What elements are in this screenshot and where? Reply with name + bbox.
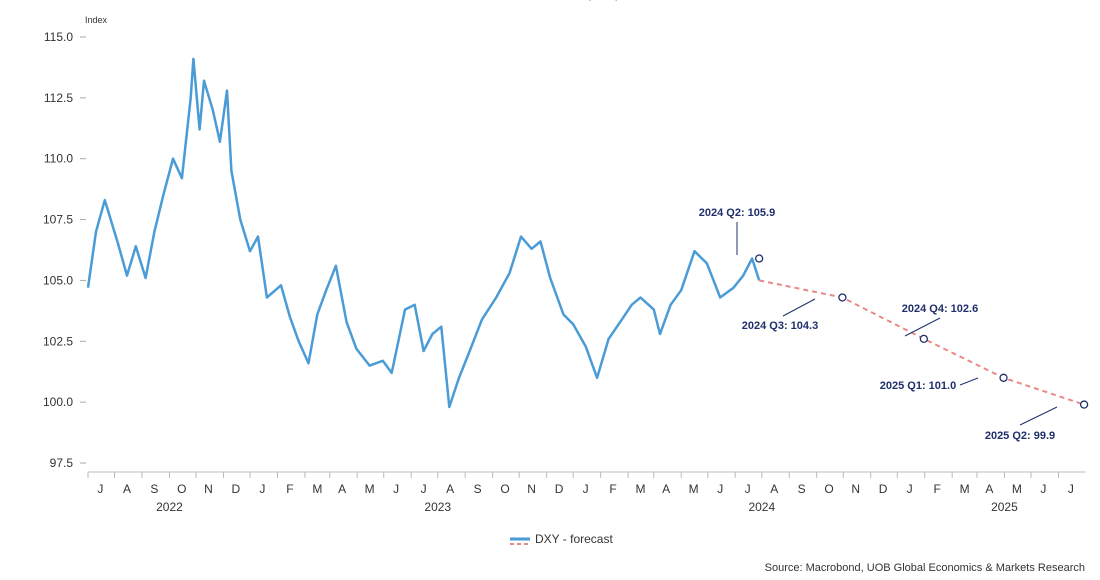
- x-month-label: A: [446, 482, 454, 496]
- x-month-label: S: [798, 482, 806, 496]
- y-tick-label: 110.0: [44, 152, 73, 166]
- y-tick-label: 100.0: [43, 395, 73, 409]
- y-tick-label: 115.0: [44, 30, 73, 44]
- y-axis: 115.0 112.5 110.0 107.5 105.0 102.5 100.0 97.5: [43, 30, 86, 470]
- x-month-label: M: [960, 482, 970, 496]
- x-axis: J A S O N D J F M A M J J A S O N D J F M A M J J A S O N D J F M A M J J 202…: [87, 471, 1085, 514]
- x-month-label: O: [177, 482, 186, 496]
- x-month-label: M: [365, 482, 375, 496]
- x-month-label: J: [907, 482, 913, 496]
- x-month-label: O: [824, 482, 833, 496]
- x-month-label: J: [1040, 482, 1046, 496]
- x-month-label: A: [662, 482, 670, 496]
- y-tick-label: 97.5: [50, 456, 74, 470]
- x-month-label: J: [717, 482, 723, 496]
- x-month-label: N: [851, 482, 860, 496]
- annotations-group: 2024 Q2: 105.9 2024 Q3: 104.3 2024 Q4: 102…: [699, 207, 1089, 442]
- x-month-label: N: [527, 482, 536, 496]
- x-month-label: M: [312, 482, 322, 496]
- x-month-label: F: [286, 482, 293, 496]
- x-month-label: J: [421, 482, 427, 496]
- x-month-label: M: [1012, 482, 1022, 496]
- annotation-marker: [755, 254, 764, 263]
- annotation-marker: [999, 373, 1008, 382]
- x-month-label: A: [985, 482, 993, 496]
- x-month-label: S: [150, 482, 158, 496]
- x-month-label: F: [609, 482, 616, 496]
- forecast-line: [758, 279, 1085, 406]
- x-month-label: D: [879, 482, 888, 496]
- annotation-label: 2025 Q2: 99.9: [985, 430, 1055, 442]
- annotation-label: 2024 Q2: 105.9: [699, 207, 775, 219]
- x-year-label: 2025: [991, 500, 1018, 514]
- annotation-marker: [919, 334, 929, 344]
- annotation-label: 2025 Q1: 101.0: [880, 380, 956, 392]
- x-month-label: J: [259, 482, 265, 496]
- x-month-label: A: [123, 482, 131, 496]
- x-month-label: D: [555, 482, 564, 496]
- annotation-leader: [1019, 406, 1058, 426]
- x-month-label: O: [500, 482, 509, 496]
- x-month-label: J: [745, 482, 751, 496]
- x-month-label: J: [1068, 482, 1074, 496]
- x-month-label: F: [933, 482, 940, 496]
- dxy-line: [86, 57, 761, 409]
- x-year-label: 2024: [748, 500, 775, 514]
- y-tick-label: 102.5: [43, 334, 73, 348]
- annotation-marker: [838, 293, 847, 302]
- annotation-label: 2024 Q4: 102.6: [902, 303, 978, 315]
- annotation-leader: [959, 377, 979, 386]
- annotation-leader: [904, 317, 941, 337]
- annotation-marker: [1079, 400, 1089, 409]
- legend-label: DXY - forecast: [535, 532, 613, 546]
- source-note: Source: Macrobond, UOB Global Economics …: [765, 562, 1085, 574]
- x-month-label: A: [770, 482, 778, 496]
- x-month-label: J: [97, 482, 103, 496]
- x-year-label: 2022: [156, 500, 183, 514]
- x-year-label: 2023: [424, 500, 451, 514]
- x-month-label: S: [474, 482, 482, 496]
- x-month-label: M: [689, 482, 699, 496]
- legend: DXY - forecast: [510, 532, 613, 546]
- y-tick-label: 105.0: [43, 273, 73, 287]
- x-month-label: D: [232, 482, 241, 496]
- x-month-label: M: [636, 482, 646, 496]
- x-month-label: J: [583, 482, 589, 496]
- annotation-label: 2024 Q3: 104.3: [742, 320, 818, 332]
- x-month-label: N: [204, 482, 213, 496]
- series-group: [86, 57, 1085, 409]
- x-month-label: A: [338, 482, 346, 496]
- annotation-leader: [782, 298, 816, 317]
- y-tick-label: 112.5: [44, 91, 73, 105]
- y-axis-label: Index: [85, 15, 108, 25]
- y-tick-label: 107.5: [43, 213, 73, 227]
- chart-title-fragment: (DXY): [587, 0, 620, 1]
- x-month-label: J: [393, 482, 399, 496]
